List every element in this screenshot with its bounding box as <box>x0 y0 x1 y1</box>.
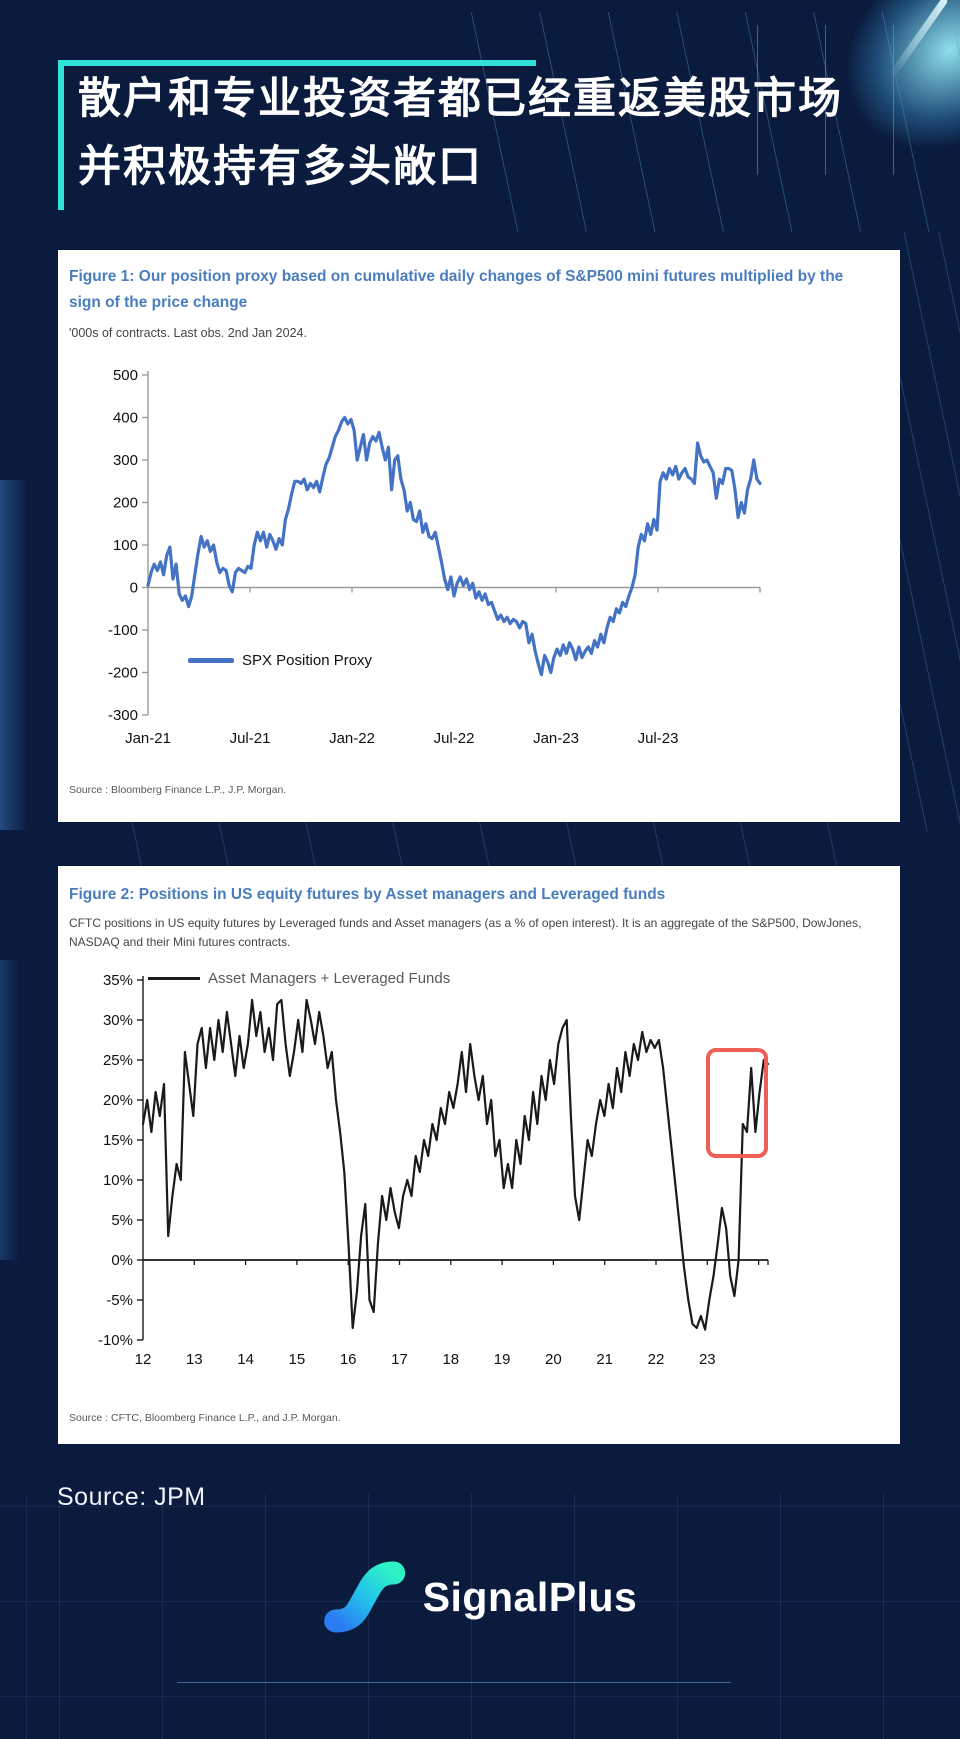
page-title-line1: 散户和专业投资者都已经重返美股市场 <box>78 75 843 123</box>
spx-proxy-line-swatch <box>188 658 234 663</box>
figure2-line-chart: 35% 30% 25% 20% 15% 10% 5% 0% -5% -10%12 13 14 15 16 1… <box>98 972 770 1368</box>
svg-text:22: 22 <box>648 1351 665 1368</box>
svg-text:20: 20 <box>545 1351 562 1368</box>
corner-streak-decoration <box>888 0 949 79</box>
svg-text:500: 500 <box>113 367 138 384</box>
svg-text:17: 17 <box>391 1351 408 1368</box>
svg-text:30%: 30% <box>103 1012 133 1029</box>
svg-text:15%: 15% <box>103 1132 133 1149</box>
svg-text:-100: -100 <box>108 622 138 639</box>
svg-text:Jul-23: Jul-23 <box>638 730 679 747</box>
svg-text:200: 200 <box>113 495 138 512</box>
svg-text:23: 23 <box>699 1351 716 1368</box>
svg-text:Jul-22: Jul-22 <box>434 730 475 747</box>
diagonal-lines-gap-decoration <box>55 820 900 866</box>
left-edge-glow-decoration <box>0 960 20 1260</box>
svg-text:21: 21 <box>596 1351 613 1368</box>
figure1-source: Source : Bloomberg Finance L.P., J.P. Mo… <box>69 784 287 796</box>
page-title-line2: 并积极持有多头敞口 <box>78 143 483 191</box>
svg-text:Jan-22: Jan-22 <box>329 730 375 747</box>
figure2-subtitle: CFTC positions in US equity futures by L… <box>69 916 862 949</box>
signalplus-wordmark: SignalPlus <box>422 1573 638 1620</box>
svg-text:Jul-21: Jul-21 <box>230 730 271 747</box>
figure2-legend: Asset Managers + Leveraged Funds <box>148 970 450 987</box>
figure2-title: Figure 2: Positions in US equity futures… <box>69 886 666 903</box>
signalplus-wave-icon <box>324 1561 406 1633</box>
figure1-legend: SPX Position Proxy <box>188 652 372 669</box>
svg-text:19: 19 <box>494 1351 511 1368</box>
svg-text:-300: -300 <box>108 707 138 724</box>
left-edge-glow-decoration <box>0 480 28 830</box>
figure2-legend-label: Asset Managers + Leveraged Funds <box>208 970 451 987</box>
svg-text:-10%: -10% <box>98 1332 133 1349</box>
svg-text:0%: 0% <box>111 1252 133 1269</box>
title-accent-top-bar <box>58 60 536 66</box>
recent-positions-highlight-box <box>706 1048 768 1158</box>
svg-text:14: 14 <box>237 1351 254 1368</box>
svg-text:300: 300 <box>113 452 138 469</box>
figure1-line-chart: 500 400 300 200 100 0 -100 -200 -300 Jan-21 Jul-21… <box>108 367 762 747</box>
svg-text:Jan-21: Jan-21 <box>125 730 171 747</box>
signalplus-logo: SignalPlus <box>323 1558 638 1636</box>
figure2-source: Source : CFTC, Bloomberg Finance L.P., a… <box>69 1412 341 1424</box>
footer-gridline-bright <box>177 1682 731 1683</box>
svg-text:-5%: -5% <box>106 1292 133 1309</box>
figure1-legend-label: SPX Position Proxy <box>242 652 373 669</box>
svg-text:35%: 35% <box>103 972 133 989</box>
svg-text:25%: 25% <box>103 1052 133 1069</box>
figure1-title: Figure 1: Our position proxy based on cu… <box>69 268 844 311</box>
svg-text:Jan-23: Jan-23 <box>533 730 579 747</box>
asset-managers-line-swatch <box>148 977 200 980</box>
title-accent-left-bar <box>58 60 64 210</box>
svg-text:16: 16 <box>340 1351 357 1368</box>
svg-text:18: 18 <box>442 1351 459 1368</box>
figure2-card: Figure 2: Positions in US equity futures… <box>58 866 900 1444</box>
svg-text:12: 12 <box>135 1351 152 1368</box>
svg-text:20%: 20% <box>103 1092 133 1109</box>
svg-text:-200: -200 <box>108 665 138 682</box>
svg-text:15: 15 <box>289 1351 306 1368</box>
svg-text:13: 13 <box>186 1351 203 1368</box>
svg-text:10%: 10% <box>103 1172 133 1189</box>
diagonal-lines-right-decoration <box>893 232 960 832</box>
svg-text:400: 400 <box>113 410 138 427</box>
svg-text:5%: 5% <box>111 1212 133 1229</box>
page-source-note: Source: JPM <box>57 1483 206 1511</box>
svg-text:0: 0 <box>130 580 138 597</box>
figure1-card: Figure 1: Our position proxy based on cu… <box>58 250 900 822</box>
figure1-subtitle: '000s of contracts. Last obs. 2nd Jan 20… <box>69 326 307 340</box>
svg-text:100: 100 <box>113 537 138 554</box>
